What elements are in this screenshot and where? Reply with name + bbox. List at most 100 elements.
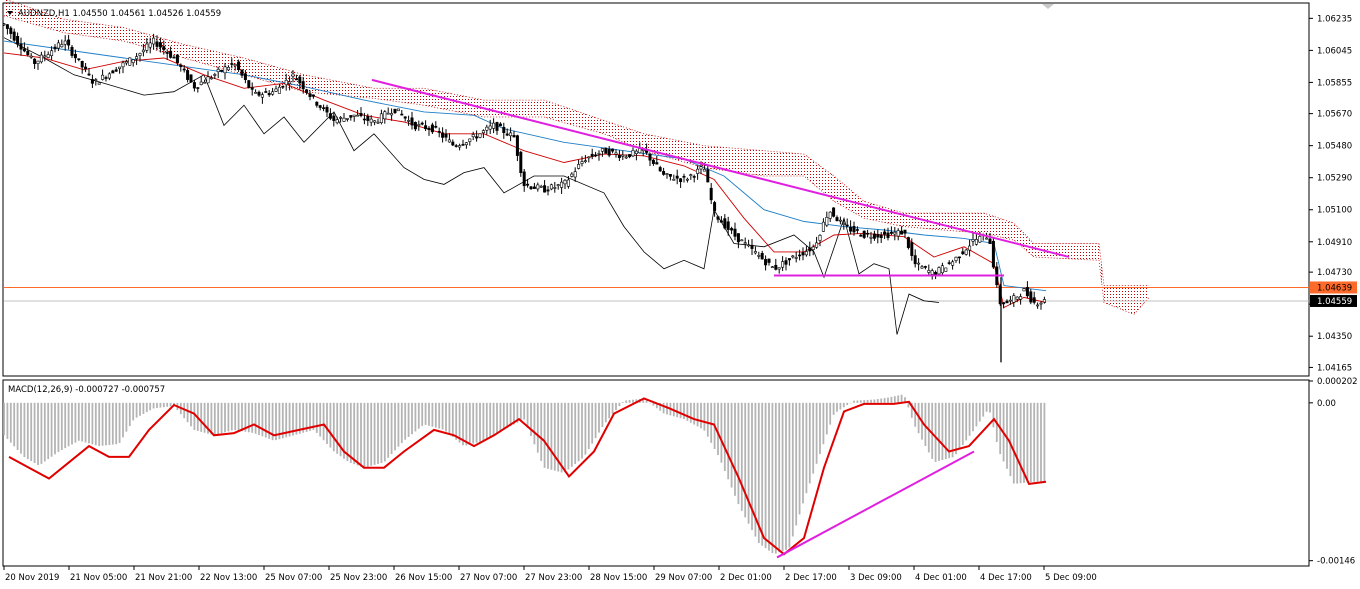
triangle-down-icon[interactable] (7, 11, 13, 15)
candle-body (33, 58, 37, 65)
candle-body (886, 232, 890, 238)
candle-body (430, 124, 434, 133)
macd-hist-bar (740, 402, 743, 511)
macd-hist-bar (135, 402, 138, 418)
candle-body (876, 234, 880, 238)
candle-body (532, 186, 536, 189)
macd-hist-bar (907, 402, 910, 408)
drawn-trendlines[interactable] (371, 78, 1070, 559)
candle-body (158, 42, 162, 48)
candle-body (216, 69, 220, 73)
candle-body (716, 216, 720, 220)
macd-hist-bar (931, 402, 934, 459)
macd-hist-bar (33, 402, 36, 464)
candle-body (481, 130, 485, 134)
candle-body (1029, 291, 1033, 303)
macd-hist-bar (934, 402, 937, 462)
candle-body (260, 94, 264, 98)
candle-body (682, 175, 686, 178)
candle-body (492, 122, 496, 129)
candle-body (648, 153, 652, 161)
macd-hist-bar (961, 402, 964, 445)
candle-body (665, 173, 669, 175)
candle-body (267, 93, 271, 96)
macd-hist-bar (897, 395, 900, 403)
candle-body (250, 87, 254, 90)
macd-hist-bar (570, 402, 573, 467)
candle-body (791, 255, 795, 258)
candle-body (590, 153, 594, 157)
macd-hist-bar (910, 402, 913, 418)
candle-body (56, 42, 60, 49)
candle-body (679, 178, 683, 183)
candle-body (182, 68, 186, 71)
macd-hist-bar (819, 402, 821, 455)
macd-hist-bar (1019, 402, 1022, 484)
candle-body (485, 126, 489, 131)
candle-body (859, 234, 863, 237)
candle-body (971, 239, 975, 242)
candle-body (29, 55, 33, 58)
candle-body (101, 74, 105, 80)
macd-hist-bar (489, 402, 492, 438)
candle-body (539, 185, 543, 188)
macd-hist-bar (13, 402, 16, 447)
macd-hist-bar (604, 402, 607, 423)
candle-body (53, 46, 57, 50)
macd-hist-bar (591, 402, 594, 444)
candle-body (206, 76, 210, 84)
macd-hist-bar (927, 402, 930, 453)
candle-body (328, 113, 332, 119)
macd-hist-bar (659, 402, 662, 411)
candle-body (580, 161, 584, 164)
candle-body (369, 118, 373, 123)
macd-hist-bar (411, 402, 413, 435)
candle-body (373, 120, 377, 123)
candle-body (764, 259, 768, 266)
candle-body (36, 60, 40, 64)
macd-hist-bar (516, 402, 519, 423)
candle-body (220, 70, 224, 72)
macd-hist-bar (706, 402, 709, 437)
candle-body (505, 133, 509, 136)
candle-body (566, 179, 570, 187)
macd-hist-bar (598, 402, 600, 433)
candle-body (988, 238, 992, 244)
candle-body (50, 50, 54, 56)
macd-hist-bar (686, 402, 689, 421)
candle-body (359, 113, 363, 116)
macd-hist-bar (978, 402, 981, 422)
macd-hist-bar (513, 402, 515, 425)
candle-body (413, 122, 417, 130)
candle-body (121, 62, 125, 68)
macd-hist-bar (924, 402, 927, 447)
candle-body (760, 253, 764, 260)
macd-hist-bar (292, 402, 294, 436)
macd-hist-bar (577, 402, 580, 462)
candle-body (614, 152, 618, 155)
candle-body (611, 148, 615, 152)
macd-hist-bar (621, 402, 624, 403)
candle-body (883, 231, 887, 235)
macd-hist-bar (1026, 402, 1029, 483)
time-tick-label: 2 Dec 01:00 (720, 573, 772, 583)
macd-histogram (3, 394, 1047, 556)
candle-body (315, 101, 319, 106)
candle-body (277, 86, 281, 94)
macd-hist-bar (339, 402, 342, 457)
candle-body (379, 113, 383, 123)
candle-body (991, 240, 995, 268)
macd-hist-bar (689, 402, 692, 423)
chart-shift-marker-icon[interactable] (1042, 4, 1054, 9)
macd-hist-bar (601, 402, 604, 428)
macd-hist-bar (564, 402, 566, 473)
candle-body (543, 185, 547, 193)
candle-body (332, 115, 336, 121)
macd-hist-bar (808, 402, 811, 484)
candle-body (951, 261, 955, 266)
candle-body (757, 255, 761, 257)
macd-hist-bar (829, 402, 832, 425)
macd-hist-bar (975, 402, 978, 427)
candle-body (152, 37, 156, 45)
